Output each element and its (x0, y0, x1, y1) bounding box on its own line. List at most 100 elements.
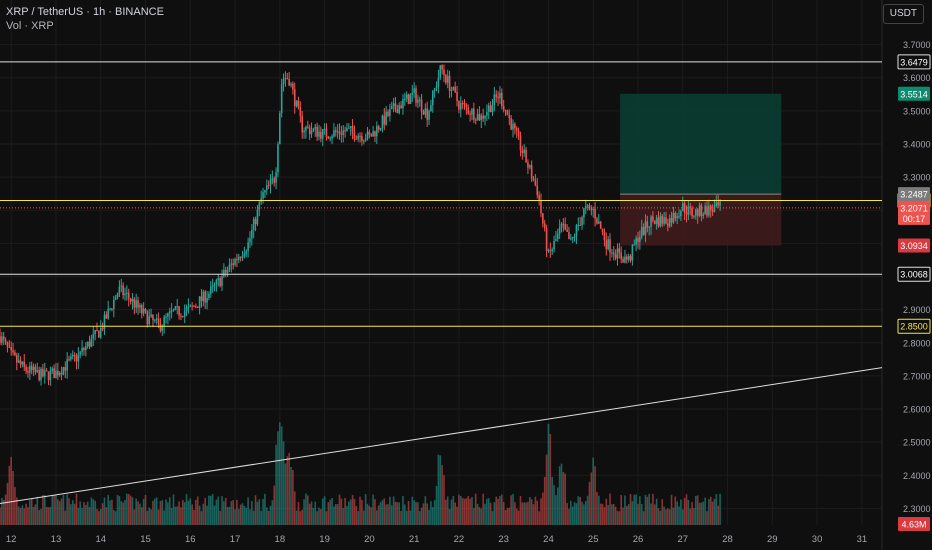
candle-body (508, 115, 511, 119)
volume-bar (269, 505, 272, 525)
candle-body (601, 228, 604, 233)
position-zones[interactable] (620, 93, 782, 246)
time-axis[interactable]: 12 13 14 15 16 17 18 19 20 21 22 23 24 25 26 27 28 29 30 31 (6, 534, 867, 545)
volume-bar (243, 505, 246, 525)
volume-bar (148, 507, 151, 525)
volume-bar (482, 493, 484, 525)
candle-body (206, 298, 208, 303)
volume-bar (172, 494, 175, 525)
volume-bar (504, 510, 507, 525)
volume-bar (568, 508, 570, 525)
volume-bar (191, 504, 193, 525)
candle-body (538, 195, 540, 201)
volume-bar (105, 507, 108, 525)
volume-bar (637, 503, 639, 525)
candle-body (708, 205, 710, 216)
candle-body (279, 113, 281, 144)
volume-bar (542, 492, 544, 525)
candle-body (251, 230, 253, 239)
volume-bar (359, 496, 361, 525)
volume-bar (124, 500, 126, 525)
candle-body (29, 365, 31, 373)
candle-body (620, 252, 623, 260)
volume-bar (90, 497, 93, 525)
position-tag-bg (898, 86, 930, 101)
volume-bar (239, 504, 242, 525)
candle-body (51, 368, 54, 371)
candle-body (411, 93, 414, 95)
candle-body (657, 217, 660, 227)
volume-bar (407, 501, 410, 525)
volume-bar (204, 497, 207, 525)
volume-bar (217, 496, 220, 525)
candle-body (685, 212, 688, 215)
candle-body (501, 92, 503, 107)
candle-body (556, 233, 559, 240)
candle-body (19, 360, 22, 365)
candle-body (709, 205, 712, 211)
volume-bar (612, 503, 615, 525)
candle-body (252, 219, 255, 231)
volume-bar (719, 493, 721, 525)
candle-body (155, 318, 158, 320)
volume-bar (280, 426, 283, 525)
volume-bar (448, 508, 451, 525)
candle-body (135, 300, 137, 308)
candle-body (355, 138, 358, 140)
volume-bar (47, 507, 50, 525)
candle-body (695, 209, 697, 216)
candle-body (471, 108, 473, 115)
volume-bar (562, 472, 565, 525)
currency-button[interactable]: USDT (882, 4, 924, 24)
candle-body (228, 264, 231, 270)
horizontal-levels[interactable] (0, 61, 882, 327)
volume-bar (614, 506, 617, 525)
x-tick-label: 18 (275, 534, 286, 545)
candle-body (245, 251, 248, 254)
volume-bar (185, 494, 188, 525)
trendline[interactable] (0, 367, 883, 504)
candle-body (163, 316, 165, 327)
volume-bar (45, 506, 48, 525)
volume-bar (346, 506, 348, 525)
candle-body (650, 216, 652, 227)
candle-body (642, 226, 645, 235)
volume-bar (10, 457, 12, 525)
volume-bar (142, 499, 145, 525)
volume-bar (377, 505, 380, 525)
volume-bar (312, 508, 315, 525)
volume-bar (415, 501, 417, 525)
candle-body (379, 128, 382, 130)
candle-body (562, 223, 565, 225)
volume-bar (200, 511, 203, 525)
candle-body (189, 305, 192, 307)
y-tick-label: 2.3000 (903, 504, 931, 514)
candle-body (459, 103, 462, 110)
volume-bar (672, 507, 675, 525)
volume-bar (680, 499, 682, 525)
candle-body (148, 316, 151, 325)
volume-bar (685, 494, 688, 525)
volume-bar (161, 500, 164, 525)
volume-bar (454, 502, 456, 525)
volume-bar (506, 508, 509, 525)
current-price-tag (898, 200, 930, 225)
candle-body (124, 293, 126, 296)
candle-body (267, 185, 270, 187)
volume-bar (338, 494, 341, 525)
volume-bar (532, 504, 535, 525)
candle-body (570, 238, 572, 240)
candle-body (114, 297, 117, 300)
candle-body (215, 279, 218, 285)
candle-body (230, 263, 233, 265)
volume-bar (691, 502, 693, 525)
level-tag: 3.6479 (900, 57, 928, 67)
volume-bar (29, 499, 31, 525)
volume-bar (627, 504, 630, 525)
candle-body (101, 328, 104, 330)
volume-bar (340, 498, 343, 525)
volume-bar (288, 453, 290, 525)
candle-body (398, 105, 401, 114)
volume-bar (187, 500, 190, 525)
